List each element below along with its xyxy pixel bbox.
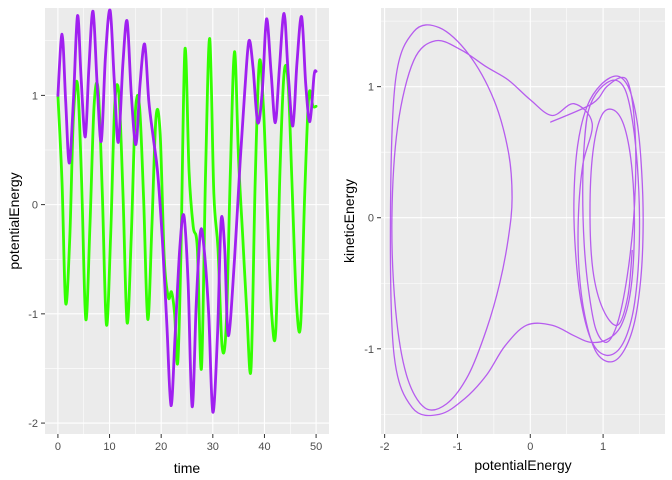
left-y-tick-label: -2 (28, 418, 38, 430)
left-y-tick-label: 1 (32, 90, 38, 102)
left-y-tick-label: 0 (32, 200, 38, 212)
right-y-tick-label: 1 (368, 82, 374, 94)
right-x-tick-label: 0 (527, 441, 533, 453)
left-chart-panel: 0 10 20 30 40 50 -2 -1 0 1 time potentialEnergy (6, 8, 329, 476)
left-x-tick-label: 30 (207, 441, 219, 453)
left-series-line-1 (56, 37, 318, 375)
left-y-axis-title: potentialEnergy (6, 172, 22, 269)
left-x-tick-label: 0 (55, 441, 61, 453)
right-panel-series (389, 24, 644, 417)
right-x-tick-label: 1 (600, 441, 606, 453)
left-x-tick-label: 50 (310, 441, 322, 453)
right-x-tick-label: -1 (453, 441, 463, 453)
right-panel-background (381, 8, 665, 434)
right-y-tick-label: -1 (364, 344, 374, 356)
right-series-line-0 (389, 24, 644, 417)
left-y-tick-label: -1 (28, 309, 38, 321)
left-x-tick-label: 10 (103, 441, 115, 453)
left-x-tick-label: 40 (258, 441, 270, 453)
left-x-tick-label: 20 (155, 441, 167, 453)
right-x-tick-label: -2 (380, 441, 390, 453)
right-x-axis-title: potentialEnergy (474, 457, 571, 473)
right-chart-panel: -2 -1 0 1 -1 0 1 potentialEnergy kineticEnergy (341, 8, 665, 473)
right-y-axis-title: kineticEnergy (341, 179, 357, 263)
left-panel-ticks: 0 10 20 30 40 50 -2 -1 0 1 (28, 90, 322, 453)
right-panel-ticks: -2 -1 0 1 -1 0 1 (364, 82, 606, 453)
left-series-line-0 (56, 8, 318, 414)
right-y-tick-label: 0 (368, 213, 374, 225)
left-panel-series (56, 8, 318, 414)
left-x-axis-title: time (174, 460, 201, 476)
